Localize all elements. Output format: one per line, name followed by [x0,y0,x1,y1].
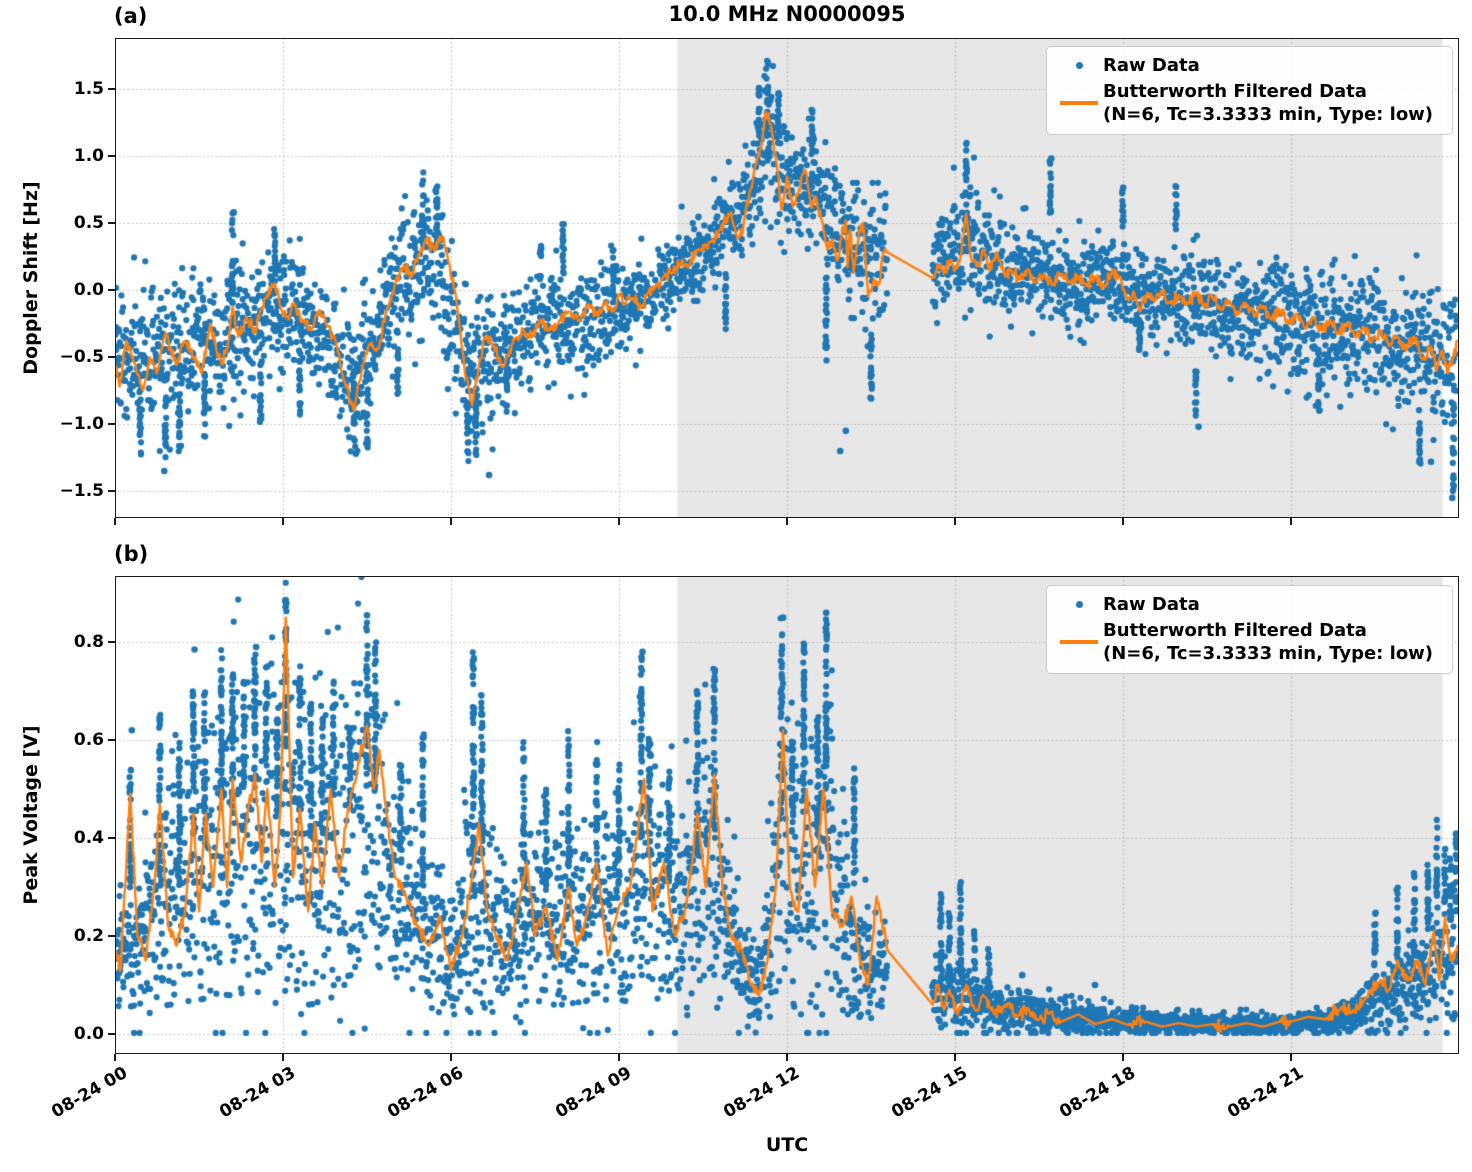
x-tick-mark [618,518,620,525]
x-tick-label: 08-24 03 [216,1063,299,1123]
y-tick-mark [108,1032,115,1035]
y-tick-mark [108,289,115,292]
panel-b-label: (b) [114,542,149,566]
x-tick-mark [114,518,116,525]
legend-filtered-label-line2: (N=6, Tc=3.3333 min, Type: low) [1103,104,1434,125]
legend-filtered-label: Butterworth Filtered Data (N=6, Tc=3.333… [1103,619,1433,665]
legend-filtered-entry: Butterworth Filtered Data (N=6, Tc=3.333… [1055,619,1442,665]
x-tick-label: 08-24 12 [720,1063,803,1123]
y-tick-mark [108,87,115,90]
figure-title: 10.0 MHz N0000095 [668,2,906,26]
y-tick-mark [108,356,115,359]
legend-panel-a: Raw Data Butterworth Filtered Data (N=6,… [1046,46,1453,135]
filtered-line-marker-icon [1055,101,1103,105]
x-tick-label: 08-24 18 [1056,1063,1139,1123]
x-tick-mark [282,1054,284,1061]
legend-filtered-label-line1: Butterworth Filtered Data [1103,620,1367,641]
x-tick-mark [954,1054,956,1061]
y-tick-mark [108,641,115,644]
x-tick-mark [1290,1054,1292,1061]
x-tick-label: 08-24 06 [384,1063,467,1123]
x-tick-mark [1122,1054,1124,1061]
y-tick-label: −0.5 [59,347,104,368]
raw-data-marker-icon [1055,601,1103,608]
legend-filtered-label-line1: Butterworth Filtered Data [1103,81,1367,102]
x-tick-mark [618,1054,620,1061]
y-tick-mark [108,490,115,493]
legend-raw-entry: Raw Data [1055,593,1442,616]
x-tick-label: 08-24 09 [552,1063,635,1123]
y-tick-mark [108,423,115,426]
legend-panel-b: Raw Data Butterworth Filtered Data (N=6,… [1046,585,1453,674]
y-tick-mark [108,154,115,157]
y-tick-label: 0.5 [73,213,104,234]
legend-raw-label: Raw Data [1103,594,1200,615]
y-tick-mark [108,222,115,225]
x-tick-mark [786,518,788,525]
legend-filtered-entry: Butterworth Filtered Data (N=6, Tc=3.333… [1055,80,1442,126]
x-tick-mark [114,1054,116,1061]
y-tick-label: 0.2 [73,925,104,946]
x-tick-mark [1122,518,1124,525]
y-tick-label: 1.0 [73,145,104,166]
x-tick-mark [450,1054,452,1061]
y-axis-label-voltage: Peak Voltage [V] [20,725,42,905]
y-tick-label: 0.8 [73,632,104,653]
y-tick-mark [108,837,115,840]
legend-raw-entry: Raw Data [1055,54,1442,77]
y-tick-label: 0.0 [73,280,104,301]
y-tick-label: 1.5 [73,78,104,99]
y-tick-mark [108,934,115,937]
raw-data-marker-icon [1055,62,1103,69]
x-tick-label: 08-24 15 [888,1063,971,1123]
x-tick-mark [786,1054,788,1061]
y-tick-label: −1.0 [59,414,104,435]
x-tick-mark [282,518,284,525]
panel-a-label: (a) [114,4,148,28]
legend-raw-label: Raw Data [1103,55,1200,76]
x-tick-label: 08-24 21 [1224,1063,1307,1123]
filtered-line-marker-icon [1055,640,1103,644]
x-tick-mark [450,518,452,525]
y-tick-label: 0.6 [73,730,104,751]
legend-filtered-label: Butterworth Filtered Data (N=6, Tc=3.333… [1103,80,1433,126]
y-tick-label: −1.5 [59,481,104,502]
y-tick-label: 0.4 [73,828,104,849]
x-tick-mark [1290,518,1292,525]
legend-filtered-label-line2: (N=6, Tc=3.3333 min, Type: low) [1103,643,1434,664]
y-tick-label: 0.0 [73,1023,104,1044]
x-tick-mark [954,518,956,525]
y-tick-mark [108,739,115,742]
x-tick-label: 08-24 00 [48,1063,131,1123]
x-axis-label: UTC [765,1134,809,1156]
